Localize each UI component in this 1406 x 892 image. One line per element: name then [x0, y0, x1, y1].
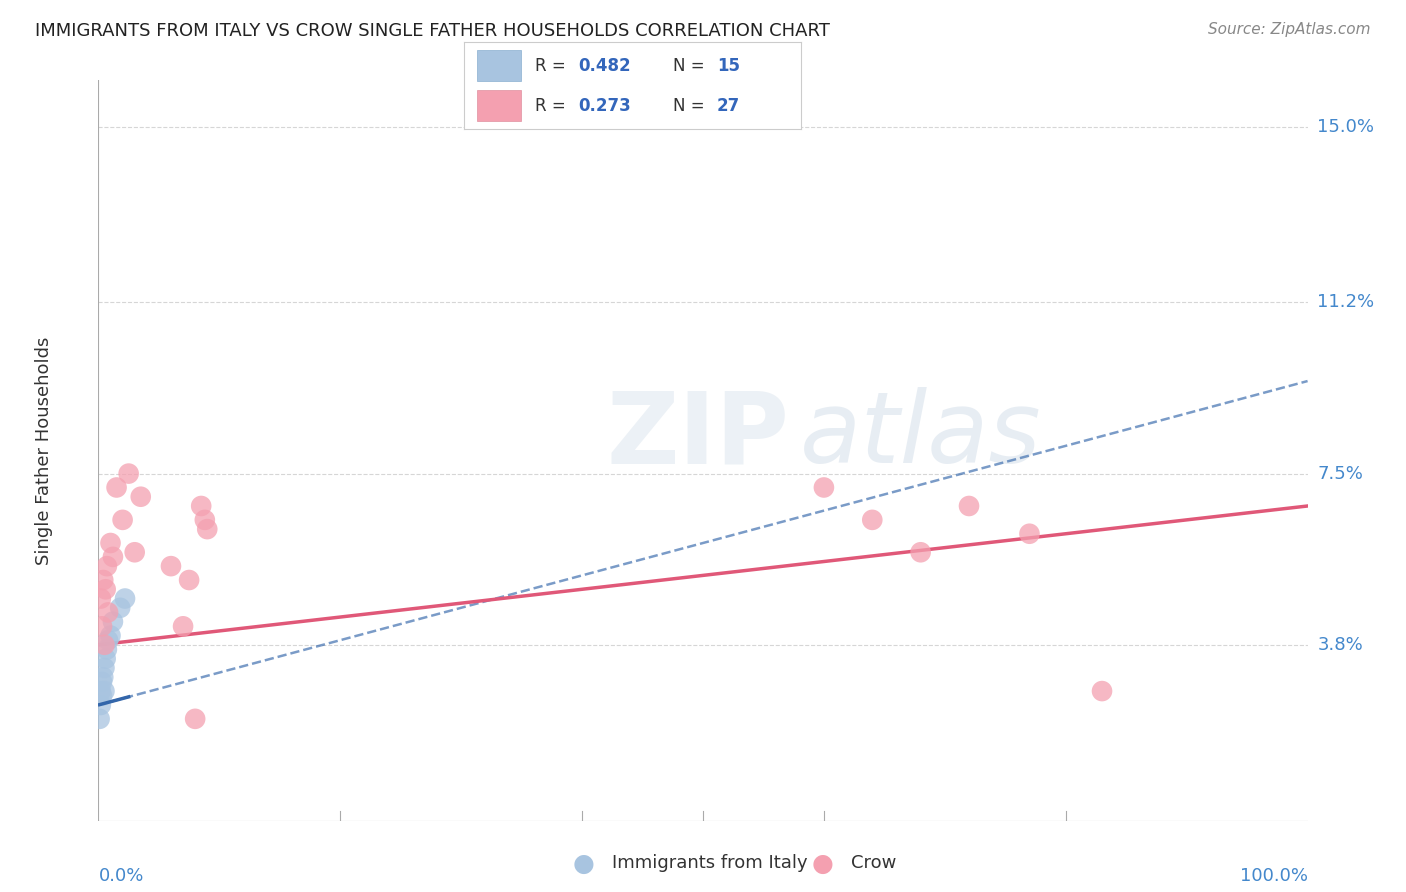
- Point: [194, 513, 217, 527]
- Point: [190, 499, 212, 513]
- Point: [100, 628, 122, 642]
- Point: [172, 619, 194, 633]
- Text: R =: R =: [534, 96, 571, 115]
- Point: [89, 712, 111, 726]
- Point: [101, 549, 124, 564]
- Point: [114, 591, 136, 606]
- Text: 15: 15: [717, 56, 740, 75]
- Text: Source: ZipAtlas.com: Source: ZipAtlas.com: [1208, 22, 1371, 37]
- Point: [93, 684, 115, 698]
- Point: [118, 467, 141, 481]
- Text: 3.8%: 3.8%: [1317, 636, 1362, 654]
- Point: [179, 573, 201, 587]
- Text: Single Father Households: Single Father Households: [35, 336, 53, 565]
- Point: [97, 633, 120, 648]
- Text: 7.5%: 7.5%: [1317, 465, 1364, 483]
- Point: [1018, 526, 1040, 541]
- Point: [910, 545, 932, 559]
- Text: ●: ●: [572, 852, 595, 875]
- Point: [101, 615, 124, 629]
- Point: [184, 712, 207, 726]
- Point: [93, 638, 115, 652]
- Text: Crow: Crow: [851, 855, 896, 872]
- Text: 100.0%: 100.0%: [1240, 867, 1308, 885]
- Point: [129, 490, 152, 504]
- Point: [195, 522, 218, 536]
- Text: atlas: atlas: [800, 387, 1042, 484]
- Text: 11.2%: 11.2%: [1317, 293, 1375, 311]
- Text: R =: R =: [534, 56, 571, 75]
- Point: [813, 481, 835, 495]
- Point: [111, 513, 134, 527]
- Point: [957, 499, 980, 513]
- Point: [90, 684, 112, 698]
- Point: [91, 674, 114, 689]
- Text: Immigrants from Italy: Immigrants from Italy: [612, 855, 807, 872]
- Point: [91, 573, 114, 587]
- Bar: [478, 50, 522, 81]
- Point: [91, 619, 114, 633]
- Text: 0.482: 0.482: [579, 56, 631, 75]
- Text: 15.0%: 15.0%: [1317, 118, 1374, 136]
- Point: [124, 545, 146, 559]
- Point: [91, 689, 114, 703]
- Point: [96, 642, 118, 657]
- Text: IMMIGRANTS FROM ITALY VS CROW SINGLE FATHER HOUSEHOLDS CORRELATION CHART: IMMIGRANTS FROM ITALY VS CROW SINGLE FAT…: [35, 22, 830, 40]
- Point: [97, 606, 120, 620]
- Point: [105, 481, 128, 495]
- Text: ZIP: ZIP: [606, 387, 789, 484]
- Point: [93, 661, 115, 675]
- Bar: [478, 90, 522, 121]
- Text: N =: N =: [673, 56, 710, 75]
- Point: [1091, 684, 1114, 698]
- Text: 27: 27: [717, 96, 741, 115]
- Point: [96, 559, 118, 574]
- Point: [94, 582, 117, 597]
- Point: [108, 600, 131, 615]
- Point: [860, 513, 883, 527]
- Text: N =: N =: [673, 96, 710, 115]
- Point: [90, 591, 112, 606]
- Text: 0.0%: 0.0%: [98, 867, 143, 885]
- Text: 0.273: 0.273: [579, 96, 631, 115]
- Point: [91, 670, 114, 684]
- Text: ●: ●: [811, 852, 834, 875]
- Point: [160, 559, 183, 574]
- Point: [100, 536, 122, 550]
- Point: [94, 651, 117, 665]
- Point: [90, 698, 112, 712]
